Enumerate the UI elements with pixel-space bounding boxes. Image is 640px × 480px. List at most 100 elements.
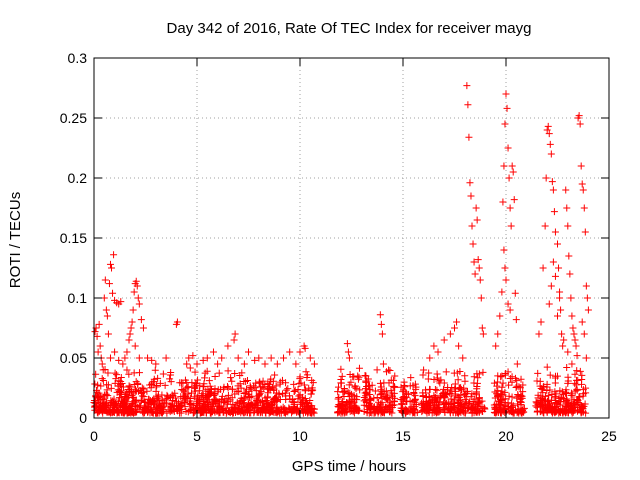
data-point-dense	[228, 394, 236, 402]
data-point-dense	[242, 377, 250, 385]
data-point-dense	[455, 393, 463, 401]
data-point-dense	[440, 401, 448, 409]
data-point-dense	[346, 389, 354, 397]
data-point	[508, 162, 516, 170]
data-point	[110, 251, 118, 259]
data-point-dense	[340, 393, 348, 401]
data-point-dense	[356, 386, 364, 394]
data-point-dense	[251, 384, 259, 392]
data-point-dense	[552, 390, 560, 398]
data-point-dense	[579, 392, 587, 400]
data-point-dense	[134, 387, 142, 395]
data-point-dense	[244, 399, 252, 407]
data-point-dense	[450, 396, 458, 404]
data-point	[557, 306, 565, 314]
data-point-dense	[177, 409, 185, 417]
data-point-dense	[556, 401, 564, 409]
data-point	[556, 288, 564, 296]
data-point-dense	[159, 403, 167, 411]
data-point-dense	[204, 392, 212, 400]
data-point-dense	[215, 369, 223, 377]
y-tick-label: 0.15	[60, 230, 87, 246]
data-point	[568, 360, 576, 368]
data-point-dense	[223, 400, 231, 408]
data-point	[558, 330, 566, 338]
data-point-dense	[346, 371, 354, 379]
data-point	[473, 216, 481, 224]
data-point-dense	[243, 407, 251, 415]
data-point-dense	[282, 386, 290, 394]
data-point	[545, 300, 553, 308]
data-point-dense	[185, 400, 193, 408]
data-point-dense	[516, 398, 524, 406]
data-point-dense	[568, 408, 576, 416]
data-point-dense	[154, 374, 162, 382]
data-point-dense	[470, 379, 478, 387]
data-point-dense	[382, 387, 390, 395]
data-point-dense	[497, 391, 505, 399]
data-point-dense	[424, 375, 432, 383]
data-point-dense	[505, 407, 513, 415]
data-point-dense	[122, 390, 130, 398]
data-point	[430, 342, 438, 350]
data-point-dense	[451, 385, 459, 393]
y-tick-label: 0.2	[68, 170, 88, 186]
data-point-dense	[339, 388, 347, 396]
data-point-dense	[228, 385, 236, 393]
data-point-dense	[306, 396, 314, 404]
data-point-dense	[508, 403, 516, 411]
data-point-dense	[255, 391, 263, 399]
x-tick-label: 25	[601, 428, 617, 444]
data-point	[453, 318, 461, 326]
data-point-dense	[511, 374, 519, 382]
data-point-dense	[206, 409, 214, 417]
y-tick-label: 0.25	[60, 110, 87, 126]
data-point	[301, 344, 309, 352]
data-point-dense	[410, 406, 418, 414]
data-point-dense	[363, 377, 371, 385]
data-point-dense	[271, 397, 279, 405]
data-point-dense	[559, 391, 567, 399]
data-point-dense	[174, 402, 182, 410]
data-point	[93, 332, 101, 340]
data-point	[501, 264, 509, 272]
data-point-dense	[412, 383, 420, 391]
data-point	[566, 270, 574, 278]
data-point	[503, 104, 511, 112]
data-point-dense	[129, 389, 137, 397]
data-point-dense	[340, 384, 348, 392]
data-point-dense	[218, 392, 226, 400]
data-point-dense	[571, 370, 579, 378]
data-point	[564, 222, 572, 230]
data-point	[126, 330, 134, 338]
data-point-dense	[166, 375, 174, 383]
data-point	[565, 252, 573, 260]
data-point-dense	[573, 385, 581, 393]
data-point	[549, 258, 557, 266]
data-point-dense	[97, 403, 105, 411]
data-point-dense	[494, 408, 502, 416]
data-point-dense	[377, 383, 385, 391]
data-point-dense	[334, 383, 342, 391]
data-point-dense	[190, 409, 198, 417]
data-point-dense	[167, 369, 175, 377]
data-point	[571, 336, 579, 344]
data-point-dense	[355, 364, 363, 372]
data-point	[440, 336, 448, 344]
data-point-dense	[351, 395, 359, 403]
data-point	[306, 354, 314, 362]
data-point-dense	[441, 390, 449, 398]
data-point-dense	[227, 374, 235, 382]
data-point-dense	[563, 390, 571, 398]
data-point-dense	[505, 381, 513, 389]
data-point-dense	[265, 409, 273, 417]
data-point-dense	[119, 401, 127, 409]
data-point	[426, 354, 434, 362]
data-point-dense	[442, 368, 450, 376]
data-point-dense	[420, 400, 428, 408]
data-point	[562, 186, 570, 194]
data-point-dense	[159, 370, 167, 378]
data-point-dense	[104, 381, 112, 389]
data-point-dense	[240, 403, 248, 411]
data-point	[578, 180, 586, 188]
